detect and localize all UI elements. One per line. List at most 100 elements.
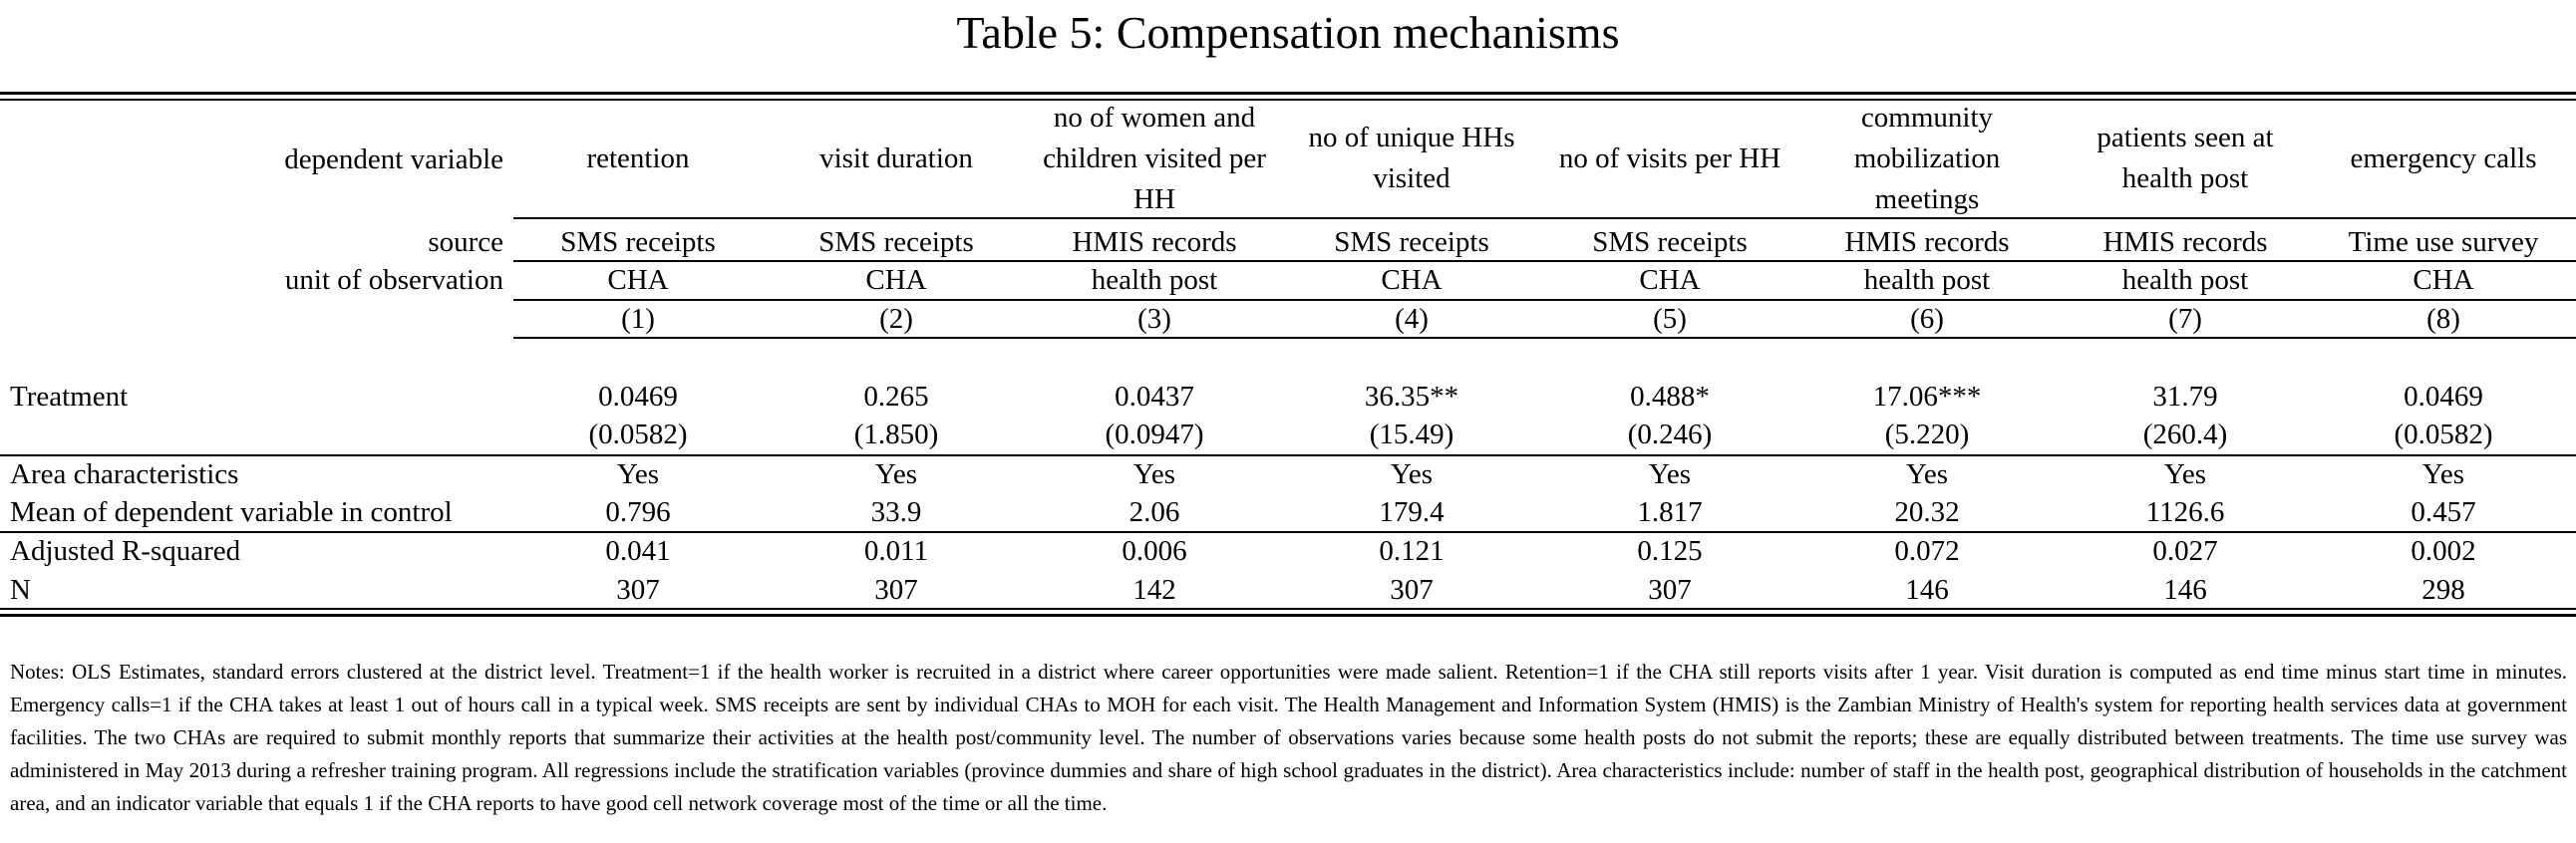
- cell-treatment-se: (0.0582): [2394, 419, 2493, 450]
- cell-n: 146: [2163, 574, 2207, 606]
- column-header-dependent-variable: community mobilization meetings: [1853, 101, 2001, 215]
- bottom-rule-second: [0, 614, 2576, 617]
- cell-area: Yes: [1648, 458, 1692, 490]
- column-header-unit: CHA: [607, 264, 669, 296]
- cell-r2: 0.011: [863, 535, 929, 567]
- top-rule: [0, 92, 2576, 95]
- column-header-unit: CHA: [865, 264, 927, 296]
- cell-treatment-se: (15.49): [1369, 419, 1454, 450]
- cell-treatment: 0.265: [863, 381, 929, 413]
- column-header-number: (4): [1395, 303, 1429, 335]
- column-header-number: (3): [1137, 303, 1171, 335]
- cell-treatment-se: (5.220): [1884, 419, 1970, 450]
- cell-treatment-se: (1.850): [853, 419, 939, 450]
- column-header-dependent-variable: no of unique HHs visited: [1308, 122, 1515, 194]
- cell-n: 307: [1648, 574, 1692, 606]
- row-label-area: Area characteristics: [10, 458, 239, 490]
- cell-mean-control: 1126.6: [2145, 496, 2225, 528]
- column-header-source: HMIS records: [2102, 226, 2268, 258]
- cell-r2: 0.121: [1379, 535, 1445, 567]
- bottom-rule: [0, 608, 2576, 610]
- cell-treatment: 0.488*: [1630, 381, 1710, 413]
- header-rule-2: [513, 260, 2576, 262]
- cell-mean-control: 179.4: [1379, 496, 1445, 528]
- cell-n: 142: [1132, 574, 1176, 606]
- column-header-number: (7): [2168, 303, 2202, 335]
- column-header-dependent-variable: patients seen at health post: [2096, 122, 2274, 194]
- cell-n: 298: [2421, 574, 2465, 606]
- column-header-source: SMS receipts: [1592, 226, 1748, 258]
- row-label-treatment: Treatment: [10, 381, 129, 413]
- cell-treatment: 0.0469: [598, 381, 678, 413]
- cell-mean-control: 0.457: [2411, 496, 2476, 528]
- column-header-dependent-variable: no of women and children visited per HH: [1043, 101, 1266, 215]
- column-header-unit: health post: [1863, 264, 1991, 296]
- header-rule-4: [513, 337, 2576, 339]
- cell-n: 307: [1390, 574, 1434, 606]
- cell-area: Yes: [616, 458, 660, 490]
- cell-mean-control: 20.32: [1894, 496, 1960, 528]
- cell-n: 307: [616, 574, 660, 606]
- table-notes: Notes: OLS Estimates, standard errors cl…: [10, 660, 2567, 815]
- cell-area: Yes: [1390, 458, 1434, 490]
- cell-area: Yes: [2163, 458, 2207, 490]
- cell-treatment: 0.0437: [1115, 381, 1194, 413]
- rule-after-mean: [0, 531, 2576, 533]
- column-header-number: (8): [2426, 303, 2460, 335]
- cell-n: 307: [874, 574, 918, 606]
- column-header-source: SMS receipts: [560, 226, 716, 258]
- column-header-dependent-variable: emergency calls: [2350, 141, 2537, 174]
- cell-treatment-se: (0.246): [1627, 419, 1713, 450]
- rule-after-treatment: [0, 454, 2576, 456]
- column-header-unit: health post: [1091, 264, 1218, 296]
- cell-mean-control: 33.9: [870, 496, 922, 528]
- cell-treatment-se: (0.0582): [588, 419, 688, 450]
- column-header-source: SMS receipts: [818, 226, 974, 258]
- column-header-dependent-variable: visit duration: [819, 141, 973, 174]
- cell-treatment: 17.06***: [1872, 381, 1982, 413]
- column-header-number: (5): [1653, 303, 1687, 335]
- column-header-number: (1): [621, 303, 655, 335]
- column-header-source: SMS receipts: [1334, 226, 1489, 258]
- unit-label: unit of observation: [284, 264, 503, 296]
- cell-mean-control: 0.796: [605, 496, 671, 528]
- column-header-unit: CHA: [1639, 264, 1701, 296]
- column-header-unit: CHA: [2413, 264, 2474, 296]
- cell-treatment: 31.79: [2152, 381, 2218, 413]
- cell-treatment: 36.35**: [1364, 381, 1459, 413]
- column-header-dependent-variable: retention: [586, 141, 690, 174]
- header-rule-1: [513, 217, 2576, 219]
- cell-area: Yes: [2421, 458, 2465, 490]
- source-label: source: [428, 226, 503, 258]
- table-title: Table 5: Compensation mechanisms: [956, 7, 1620, 58]
- column-header-source: HMIS records: [1072, 226, 1237, 258]
- cell-treatment: 0.0469: [2404, 381, 2483, 413]
- cell-mean-control: 1.817: [1637, 496, 1703, 528]
- column-header-dependent-variable: no of visits per HH: [1558, 141, 1781, 174]
- cell-r2: 0.002: [2411, 535, 2476, 567]
- column-header-number: (2): [879, 303, 913, 335]
- cell-area: Yes: [1905, 458, 1949, 490]
- cell-area: Yes: [874, 458, 918, 490]
- column-header-number: (6): [1910, 303, 1944, 335]
- cell-area: Yes: [1132, 458, 1176, 490]
- row-label-r2: Adjusted R-squared: [10, 535, 241, 567]
- cell-r2: 0.041: [605, 535, 671, 567]
- top-rule-second: [0, 99, 2576, 101]
- cell-r2: 0.006: [1122, 535, 1187, 567]
- column-header-source: HMIS records: [1844, 226, 2010, 258]
- cell-r2: 0.125: [1637, 535, 1703, 567]
- column-header-unit: health post: [2121, 264, 2249, 296]
- cell-r2: 0.027: [2152, 535, 2218, 567]
- cell-treatment-se: (260.4): [2142, 419, 2228, 450]
- column-header-unit: CHA: [1381, 264, 1443, 296]
- cell-mean-control: 2.06: [1128, 496, 1180, 528]
- header-rule-3: [513, 299, 2576, 301]
- row-label-n: N: [10, 574, 31, 606]
- cell-r2: 0.072: [1894, 535, 1960, 567]
- row-label-mean-control: Mean of dependent variable in control: [10, 496, 453, 528]
- dependent-variable-label: dependent variable: [284, 143, 503, 175]
- cell-n: 146: [1905, 574, 1949, 606]
- column-header-source: Time use survey: [2348, 226, 2539, 258]
- cell-treatment-se: (0.0947): [1105, 419, 1204, 450]
